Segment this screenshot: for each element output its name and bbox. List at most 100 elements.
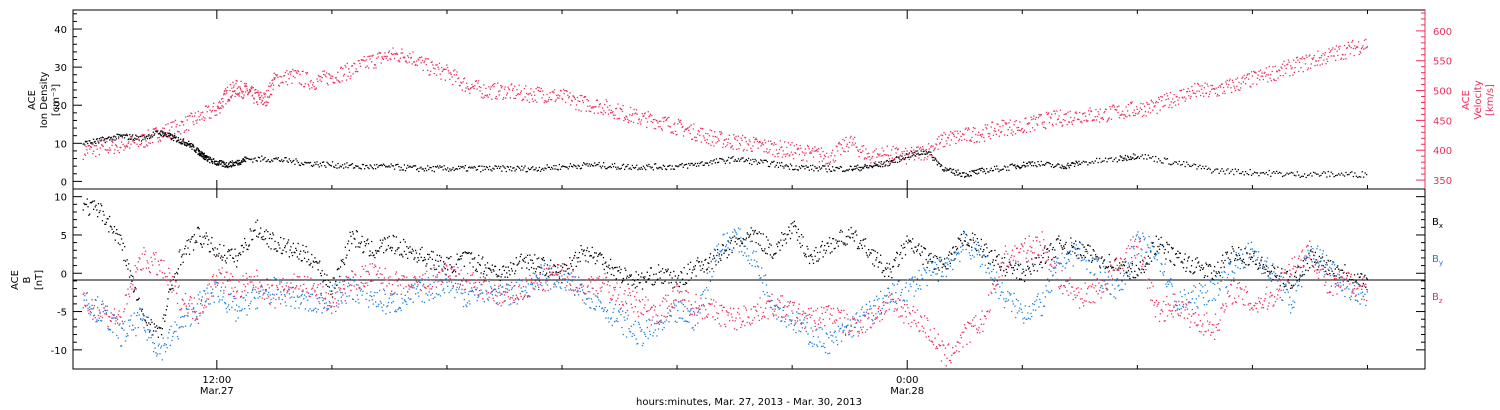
density-point bbox=[358, 167, 360, 169]
bx-point bbox=[342, 258, 344, 261]
bx-point bbox=[236, 260, 239, 262]
density-point bbox=[172, 139, 175, 142]
velocity-point bbox=[265, 90, 268, 92]
bx-point bbox=[1242, 260, 1244, 263]
bx-point bbox=[1035, 257, 1037, 259]
velocity-point bbox=[257, 92, 260, 94]
velocity-point bbox=[1000, 131, 1002, 133]
density-point bbox=[260, 160, 262, 162]
velocity-point bbox=[395, 53, 397, 55]
density-point bbox=[167, 132, 169, 135]
bx-point bbox=[1084, 256, 1086, 258]
bx-point bbox=[1331, 270, 1333, 272]
velocity-point bbox=[968, 128, 970, 130]
bx-point bbox=[896, 252, 899, 255]
bx-point bbox=[869, 252, 871, 254]
velocity-point bbox=[836, 145, 838, 148]
velocity-point bbox=[638, 119, 640, 121]
velocity-point bbox=[886, 145, 888, 147]
bx-point bbox=[623, 279, 625, 281]
velocity-point bbox=[519, 93, 521, 95]
velocity-point bbox=[899, 159, 901, 161]
velocity-point bbox=[1242, 81, 1245, 83]
density-point bbox=[1335, 175, 1337, 177]
bx-point bbox=[709, 256, 711, 259]
density-point bbox=[148, 133, 150, 136]
velocity-point bbox=[693, 123, 695, 125]
density-point bbox=[402, 169, 404, 171]
bx-point bbox=[841, 231, 843, 233]
velocity-point bbox=[759, 140, 761, 143]
density-point bbox=[928, 151, 930, 153]
density-point bbox=[189, 146, 191, 148]
bx-point bbox=[745, 237, 748, 239]
bx-point bbox=[522, 260, 525, 262]
velocity-point bbox=[295, 71, 298, 73]
density-point bbox=[326, 161, 328, 163]
bx-point bbox=[1026, 261, 1028, 263]
velocity-point bbox=[506, 94, 508, 96]
bx-point bbox=[159, 327, 161, 329]
bx-point bbox=[1204, 275, 1206, 277]
density-point bbox=[233, 165, 235, 167]
velocity-point bbox=[653, 127, 655, 130]
velocity-point bbox=[1304, 58, 1306, 60]
velocity-point bbox=[985, 126, 987, 129]
velocity-point bbox=[1214, 92, 1217, 95]
density-point bbox=[354, 167, 356, 169]
velocity-point bbox=[772, 153, 774, 156]
density-point bbox=[1366, 173, 1368, 176]
density-point bbox=[1071, 162, 1073, 164]
density-point bbox=[129, 138, 132, 140]
velocity-point bbox=[996, 123, 998, 125]
bx-point bbox=[1025, 269, 1027, 271]
velocity-point bbox=[834, 160, 837, 162]
density-point bbox=[625, 166, 627, 168]
bx-point bbox=[1170, 261, 1172, 263]
velocity-point bbox=[603, 110, 605, 112]
velocity-point bbox=[834, 155, 836, 157]
velocity-point bbox=[1175, 96, 1177, 98]
density-point bbox=[445, 169, 448, 171]
velocity-point bbox=[987, 133, 989, 135]
density-point bbox=[1058, 163, 1060, 166]
velocity-point bbox=[812, 147, 814, 150]
bx-point bbox=[174, 273, 176, 275]
density-point bbox=[739, 160, 741, 162]
velocity-point bbox=[220, 102, 222, 104]
density-point bbox=[169, 133, 171, 135]
density-point bbox=[1261, 172, 1263, 174]
bx-point bbox=[822, 256, 824, 258]
bx-point bbox=[743, 239, 745, 241]
velocity-point bbox=[289, 73, 292, 75]
velocity-point bbox=[900, 160, 902, 162]
bx-point bbox=[1095, 256, 1098, 258]
density-point bbox=[142, 138, 144, 141]
velocity-point bbox=[455, 80, 457, 83]
velocity-point bbox=[387, 59, 389, 61]
velocity-point bbox=[840, 144, 843, 146]
velocity-point bbox=[1256, 77, 1259, 79]
density-point bbox=[926, 153, 928, 155]
density-point bbox=[770, 163, 772, 165]
bx-point bbox=[1112, 266, 1114, 269]
bx-point bbox=[1016, 268, 1018, 270]
velocity-point bbox=[534, 99, 536, 101]
density-point bbox=[500, 166, 502, 168]
density-point bbox=[637, 169, 639, 171]
bx-point bbox=[503, 269, 505, 272]
density-point bbox=[823, 165, 825, 167]
velocity-point bbox=[1265, 67, 1267, 69]
velocity-point bbox=[262, 103, 264, 106]
bx-point bbox=[350, 235, 352, 237]
velocity-point bbox=[179, 124, 181, 127]
bx-point bbox=[1233, 250, 1235, 252]
bx-point bbox=[1139, 261, 1141, 263]
bx-point bbox=[1099, 265, 1101, 267]
density-point bbox=[725, 160, 728, 162]
bx-point bbox=[1094, 258, 1096, 260]
bx-point bbox=[248, 244, 251, 246]
velocity-point bbox=[1124, 114, 1126, 116]
bx-point bbox=[1346, 275, 1348, 277]
density-point bbox=[487, 168, 490, 171]
